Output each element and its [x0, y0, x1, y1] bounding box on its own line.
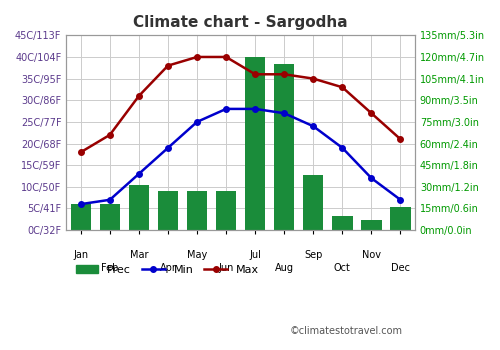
Bar [100, 204, 120, 230]
Bar [70, 204, 91, 230]
Text: Jul: Jul [249, 250, 261, 260]
Text: Oct: Oct [334, 262, 351, 273]
Text: Feb: Feb [101, 262, 118, 273]
Bar [216, 191, 236, 230]
Text: Sep: Sep [304, 250, 322, 260]
Legend: Prec, Min, Max: Prec, Min, Max [72, 260, 263, 279]
Text: Jun: Jun [218, 262, 234, 273]
Text: Mar: Mar [130, 250, 148, 260]
Bar [158, 191, 178, 230]
Bar [274, 64, 294, 230]
Bar [303, 175, 324, 230]
Bar [245, 57, 266, 230]
Title: Climate chart - Sargodha: Climate chart - Sargodha [134, 15, 348, 30]
Text: ©climatestotravel.com: ©climatestotravel.com [290, 326, 403, 336]
Text: Nov: Nov [362, 250, 381, 260]
Bar [361, 220, 382, 230]
Text: May: May [187, 250, 207, 260]
Text: Aug: Aug [274, 262, 293, 273]
Text: Dec: Dec [391, 262, 410, 273]
Bar [187, 191, 207, 230]
Text: Jan: Jan [73, 250, 88, 260]
Bar [332, 216, 352, 230]
Bar [390, 207, 410, 230]
Bar [128, 186, 149, 230]
Text: Apr: Apr [160, 262, 176, 273]
